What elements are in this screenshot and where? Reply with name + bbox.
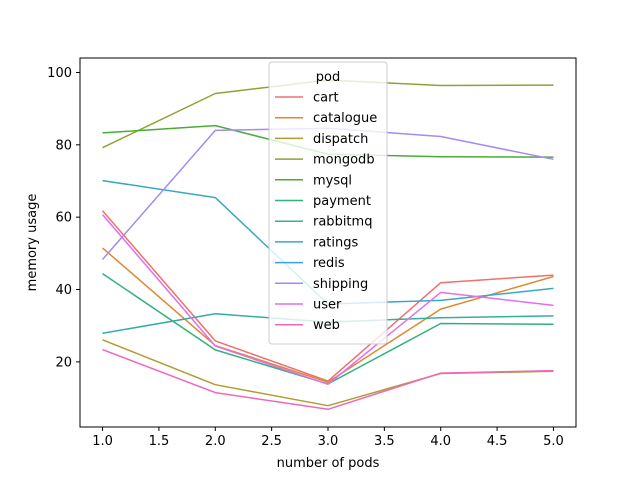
legend-item-mysql: mysql (275, 173, 352, 188)
x-tick-label: 4.0 (430, 434, 451, 449)
legend-label: web (313, 318, 340, 333)
legend-label: user (313, 298, 342, 313)
legend-item-dispatch: dispatch (275, 132, 368, 147)
legend-label: payment (313, 194, 371, 209)
legend-box (268, 61, 388, 345)
legend-label: rabbitmq (313, 215, 372, 230)
x-tick-label: 3.0 (318, 434, 339, 449)
y-tick-label: 100 (47, 66, 72, 81)
legend-label: shipping (313, 277, 368, 292)
x-tick-label: 3.5 (374, 434, 395, 449)
legend-item-payment: payment (275, 194, 371, 209)
x-tick-label: 5.0 (543, 434, 564, 449)
legend-item-user: user (275, 298, 342, 313)
y-axis-label: memory usage (25, 194, 40, 292)
legend-item-mongodb: mongodb (275, 153, 375, 168)
legend-item-ratings: ratings (275, 235, 359, 250)
y-tick-label: 40 (55, 283, 72, 298)
axis-ticks: 1.0 1.5 2.0 2.5 3.0 3.5 4.0 4.5 5.0 20 40 60 80 100 (47, 66, 564, 449)
legend-item-rabbitmq: rabbitmq (275, 215, 372, 230)
legend-label: catalogue (313, 111, 377, 126)
x-tick-label: 4.5 (487, 434, 508, 449)
x-tick-label: 1.0 (92, 434, 113, 449)
x-tick-label: 1.5 (149, 434, 170, 449)
legend-item-redis: redis (275, 256, 345, 271)
x-tick-label: 2.0 (205, 434, 226, 449)
legend-label: mysql (313, 173, 352, 188)
x-axis-label: number of pods (277, 456, 380, 471)
legend-label: dispatch (313, 132, 368, 147)
legend-label: cart (313, 91, 339, 106)
legend-title: pod (316, 70, 340, 85)
legend-label: mongodb (313, 153, 375, 168)
legend-entries: cart catalogue dispatch mongodb mysql payment… (275, 91, 377, 333)
series-line-catalogue (102, 247, 554, 383)
series-line-web (102, 348, 554, 411)
legend-item-cart: cart (275, 91, 339, 106)
series-line-cart (101, 210, 554, 382)
legend-label: redis (313, 256, 345, 271)
y-tick-label: 20 (55, 355, 72, 370)
legend-item-web: web (275, 318, 340, 333)
legend-label: ratings (313, 235, 359, 250)
legend-item-shipping: shipping (275, 277, 368, 292)
x-tick-label: 2.5 (261, 434, 282, 449)
legend: pod cart catalogue dispatch mongodb mysql pay… (268, 61, 388, 345)
series-line-user (101, 214, 554, 386)
y-tick-label: 80 (55, 138, 72, 153)
y-tick-label: 60 (55, 211, 72, 226)
legend-item-catalogue: catalogue (275, 111, 377, 126)
